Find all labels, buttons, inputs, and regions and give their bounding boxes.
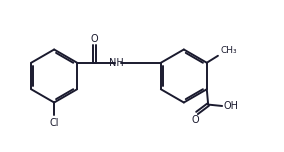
Text: CH₃: CH₃ [220, 46, 237, 55]
Text: Cl: Cl [49, 117, 59, 128]
Text: O: O [191, 115, 199, 125]
Text: O: O [91, 33, 98, 43]
Text: OH: OH [224, 101, 239, 111]
Text: NH: NH [109, 58, 124, 68]
